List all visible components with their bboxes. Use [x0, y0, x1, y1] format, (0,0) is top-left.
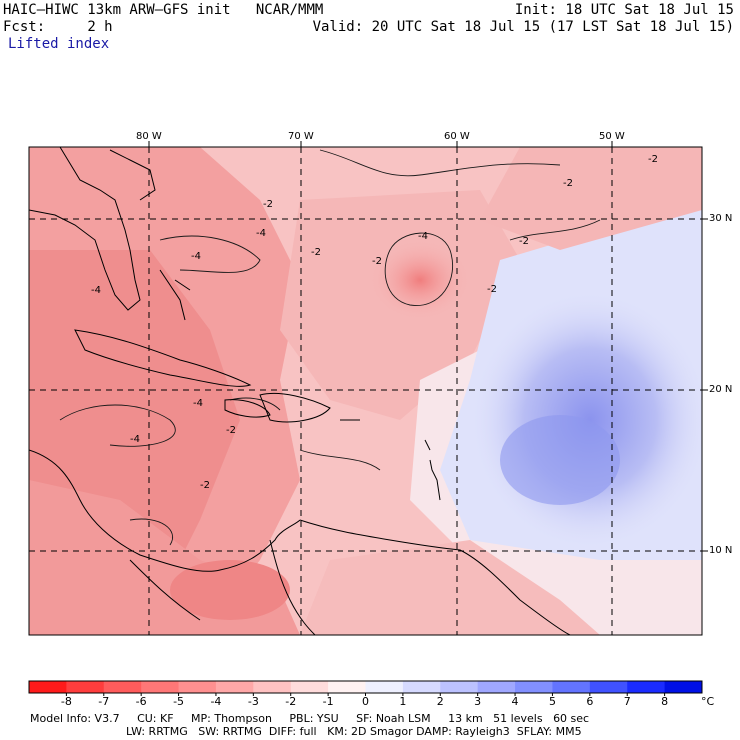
colorbar-swatch — [253, 681, 292, 693]
lifted-index-shading — [29, 147, 702, 635]
field-name: Lifted index — [8, 36, 110, 52]
colorbar-tick-label: -3 — [247, 695, 259, 708]
footer-line-2: LW: RRTMG SW: RRTMG DIFF: full KM: 2D Sm… — [126, 725, 582, 738]
colorbar-tick-label: 4 — [511, 695, 519, 708]
colorbar-swatch — [589, 681, 628, 693]
colorbar-swatch — [440, 681, 479, 693]
init-time: Init: 18 UTC Sat 18 Jul 15 — [514, 2, 734, 18]
colorbar-tick-label: -6 — [135, 695, 147, 708]
colorbar-tick-label: 7 — [623, 695, 631, 708]
colorbar-swatch — [365, 681, 404, 693]
lat-label: 10 N — [709, 545, 733, 556]
colorbar-swatch — [29, 681, 67, 693]
contour-label: -2 — [372, 256, 382, 267]
contour-label: -4 — [193, 398, 203, 409]
colorbar-tick-label: 5 — [548, 695, 556, 708]
colorbar-swatch — [328, 681, 366, 693]
colorbar-tick-label: -7 — [98, 695, 110, 708]
colorbar-tick-label: -8 — [60, 695, 72, 708]
colorbar-swatch — [515, 681, 553, 693]
contour-label: -4 — [256, 228, 266, 239]
colorbar-tick-label: -2 — [285, 695, 297, 708]
lon-label: 80 W — [136, 131, 162, 142]
contour-label: -4 — [130, 434, 140, 445]
map-frame — [28, 146, 703, 636]
contour-label: -2 — [487, 284, 497, 295]
contour-label: -2 — [263, 199, 273, 210]
contour-label: -2 — [200, 480, 210, 491]
lon-label: 70 W — [288, 131, 314, 142]
colorbar-tick-label: 0 — [362, 695, 369, 708]
colorbar-tick-label: -1 — [322, 695, 334, 708]
lat-label: 30 N — [709, 213, 733, 224]
forecast-hour: Fcst: 2 h — [3, 19, 113, 35]
colorbar-tick-label: 2 — [436, 695, 444, 708]
colorbar-tick-label: -4 — [210, 695, 222, 708]
colorbar-tick-label: -5 — [173, 695, 185, 708]
colorbar-swatch — [552, 681, 591, 693]
colorbar-tick-label: 1 — [399, 695, 407, 708]
colorbar-tick-label: 8 — [661, 695, 669, 708]
colorbar-swatch — [178, 681, 217, 693]
valid-time: Valid: 20 UTC Sat 18 Jul 15 (17 LST Sat … — [312, 19, 734, 35]
colorbar-swatch — [477, 681, 516, 693]
colorbar-swatch — [103, 681, 142, 693]
colorbar-unit: °C — [701, 695, 715, 708]
contour-label: -4 — [91, 285, 101, 296]
colorbar-swatch — [215, 681, 254, 693]
colorbar-tick-label: 6 — [586, 695, 594, 708]
colorbar-swatch — [141, 681, 180, 693]
colorbar-tick-label: 3 — [474, 695, 482, 708]
footer-line-1: Model Info: V3.7 CU: KF MP: Thompson PBL… — [30, 712, 590, 725]
colorbar — [28, 680, 703, 696]
contour-label: -4 — [418, 231, 428, 242]
lon-label: 50 W — [599, 131, 625, 142]
contour-label: -2 — [226, 425, 236, 436]
model-title: HAIC–HIWC 13km ARW–GFS init NCAR/MMM — [3, 2, 324, 18]
contour-label: -2 — [648, 154, 658, 165]
lat-label: 20 N — [709, 384, 733, 395]
colorbar-swatch — [66, 681, 105, 693]
contour-label: -2 — [519, 236, 529, 247]
colorbar-swatch — [290, 681, 329, 693]
lon-label: 60 W — [444, 131, 470, 142]
colorbar-swatch — [664, 681, 703, 693]
contour-label: -2 — [563, 178, 573, 189]
colorbar-swatch — [627, 681, 666, 693]
colorbar-swatch — [402, 681, 441, 693]
contour-label: -4 — [191, 251, 201, 262]
contour-label: -2 — [311, 247, 321, 258]
